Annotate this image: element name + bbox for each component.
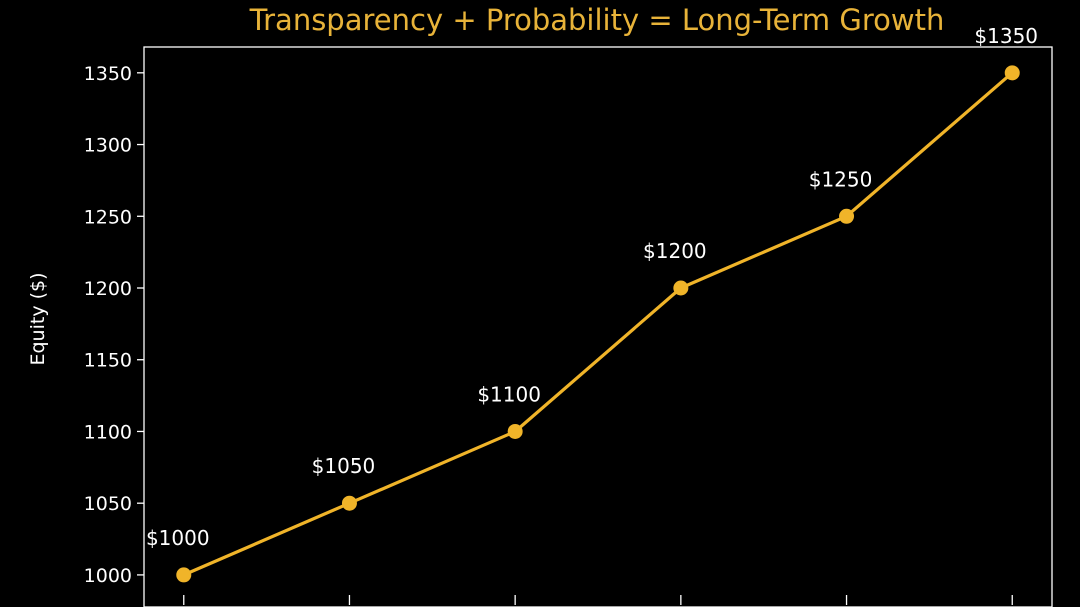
data-point — [839, 208, 855, 224]
y-axis-label: Equity ($) — [27, 272, 49, 365]
data-label: $1250 — [809, 167, 873, 191]
series-markers — [176, 65, 1020, 583]
data-label: $1200 — [643, 239, 707, 263]
data-point — [176, 567, 192, 583]
chart-title: Transparency + Probability = Long-Term G… — [249, 3, 945, 37]
y-tick-label: 1250 — [84, 206, 132, 228]
y-tick-label: 1350 — [84, 63, 132, 85]
series-line — [182, 71, 1014, 577]
x-axis-ticks — [183, 595, 1013, 605]
y-tick-label: 1100 — [84, 421, 132, 443]
plot-area-frame — [143, 46, 1053, 607]
y-tick-label: 1000 — [84, 565, 132, 587]
data-labels: $1000 $1050 $1100 $1200 $1250 $1350 — [146, 24, 1038, 550]
data-point — [1004, 65, 1020, 81]
data-label: $1100 — [477, 382, 541, 406]
data-label: $1000 — [146, 526, 210, 550]
data-point — [673, 280, 689, 296]
y-axis-ticks: 1000 1050 1100 1150 1200 1250 1300 1350 — [84, 63, 144, 587]
y-tick-label: 1200 — [84, 278, 132, 300]
y-tick-label: 1300 — [84, 135, 132, 157]
data-point — [507, 423, 523, 439]
data-label: $1350 — [974, 24, 1038, 48]
y-tick-label: 1150 — [84, 350, 132, 372]
data-label: $1050 — [312, 454, 376, 478]
y-tick-label: 1050 — [84, 493, 132, 515]
data-point — [341, 495, 357, 511]
